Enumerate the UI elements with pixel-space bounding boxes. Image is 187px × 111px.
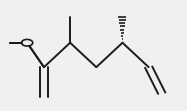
Circle shape (22, 39, 33, 46)
